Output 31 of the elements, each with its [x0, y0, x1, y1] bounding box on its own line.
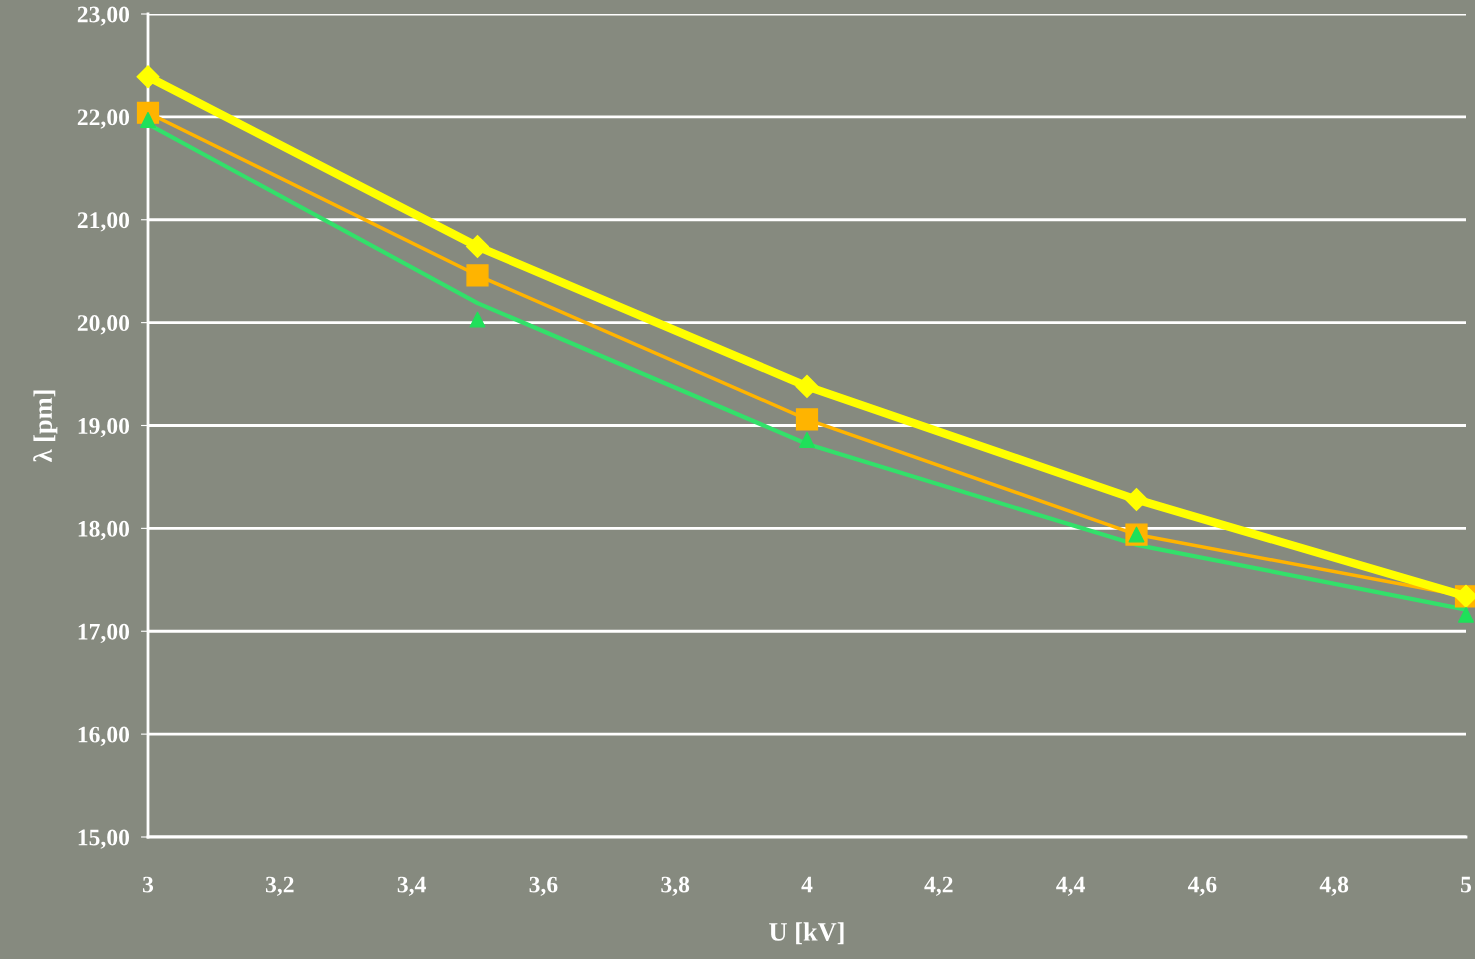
x-tick-label: 4 [801, 876, 813, 893]
point [466, 264, 489, 287]
y-tick-label: 19,00 [78, 417, 130, 438]
y-tick-label: 23,00 [77, 6, 130, 26]
x-tick-label: 3,2 [265, 876, 294, 896]
point [795, 374, 819, 398]
x-tick-label: 4,6 [1187, 876, 1217, 896]
y-tick-label: 20,00 [77, 315, 130, 335]
y-axis-title: λ [pm] [33, 390, 58, 463]
y-tick-label: 22,00 [77, 109, 130, 129]
x-axis-title: U [kV] [769, 922, 844, 945]
point [469, 311, 486, 328]
y-tick-label: 21,00 [77, 212, 130, 232]
y-tick-label: 15,00 [78, 829, 130, 849]
y-tick-label: 17,00 [78, 623, 130, 644]
point [466, 234, 489, 258]
x-tick-label: 3,6 [529, 876, 558, 896]
x-tick-label: 5 [1461, 876, 1472, 893]
x-tick-label: 4,4 [1056, 876, 1085, 896]
x-tick-label: 3,4 [397, 876, 426, 896]
point [136, 65, 160, 89]
point [799, 431, 815, 448]
y-tick-label: 16,00 [78, 726, 130, 746]
x-tick-label: 3 [142, 876, 154, 893]
y-tick-label: 18,00 [78, 520, 130, 541]
x-tick-label: 4,2 [924, 876, 953, 896]
point [1125, 488, 1148, 512]
point [1458, 606, 1474, 623]
point [795, 408, 819, 431]
x-tick-label: 3,8 [661, 876, 690, 896]
x-tick-label: 4,8 [1319, 876, 1349, 896]
